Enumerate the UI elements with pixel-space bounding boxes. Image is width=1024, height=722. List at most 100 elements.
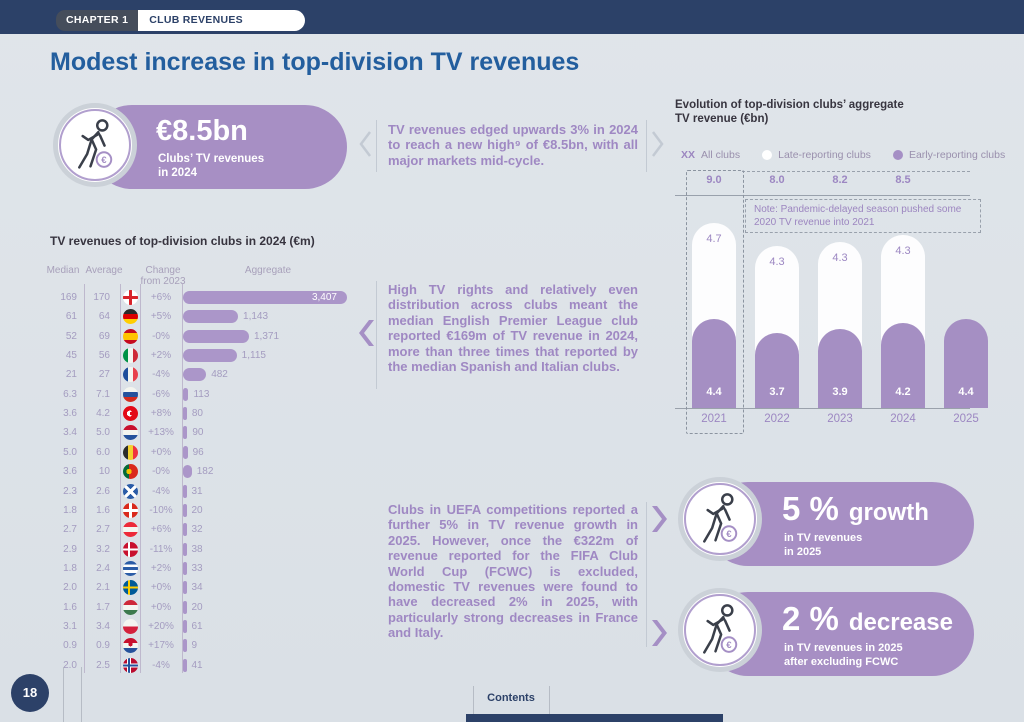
aggregate-value: 38: [191, 544, 203, 555]
table-row: 5.0 6.0 +0% 96: [40, 443, 500, 462]
x-axis: [675, 408, 970, 409]
change-value: +0%: [150, 582, 172, 593]
early-reporting-value: 4.4: [706, 386, 722, 398]
aggregate-bar: [183, 581, 187, 594]
column-divider: [120, 284, 121, 673]
svg-text:€: €: [101, 155, 107, 166]
median-value: 61: [65, 311, 77, 322]
average-value: 7.1: [96, 389, 110, 400]
late-reporting-value: 4.7: [706, 233, 722, 246]
table-row: 2.9 3.2 -11% 38: [40, 540, 500, 559]
flag-portugal-icon: [123, 464, 138, 479]
average-value: 3.2: [96, 544, 110, 555]
table-row: 21 27 -4% 482: [40, 365, 500, 384]
average-value: 27: [98, 369, 110, 380]
year-label: 2021: [701, 413, 727, 425]
average-value: 1.6: [96, 505, 110, 516]
median-value: 3.6: [63, 408, 77, 419]
change-value: +17%: [148, 640, 174, 651]
callout-growth-value: 5 %: [782, 490, 839, 527]
callout-growth-headline: 5 % growth: [782, 490, 929, 528]
average-value: 69: [98, 331, 110, 342]
aggregate-bar: [183, 485, 187, 498]
median-value: 1.6: [63, 602, 77, 613]
aggregate-value: 34: [191, 582, 203, 593]
median-value: 2.0: [63, 660, 77, 671]
flag-greece-icon: [123, 561, 138, 576]
aggregate-value: 182: [196, 466, 214, 477]
callout-decrease-sub-1: in TV revenues in 2025: [784, 642, 903, 654]
change-value: +6%: [150, 524, 172, 535]
contents-link[interactable]: Contents: [487, 692, 535, 704]
footer-divider: [549, 686, 550, 722]
svg-text:€: €: [726, 640, 732, 651]
table-row: 1.6 1.7 +0% 20: [40, 598, 500, 617]
aggregate-value: 61: [191, 621, 203, 632]
aggregate-value: 20: [191, 505, 203, 516]
early-reporting-bar: [944, 318, 988, 408]
chapter-label: CHAPTER 1: [56, 10, 139, 31]
median-value: 2.0: [63, 582, 77, 593]
flag-belgium-icon: [123, 445, 138, 460]
median-value: 2.7: [63, 524, 77, 535]
aggregate-bar: [183, 310, 239, 323]
divider: [646, 120, 647, 172]
change-value: +8%: [150, 408, 172, 419]
aggregate-value: 90: [192, 427, 204, 438]
column-divider: [182, 284, 183, 673]
aggregate-value: 96: [192, 447, 204, 458]
flag-poland-icon: [123, 619, 138, 634]
aggregate-value: 1,371: [253, 331, 280, 342]
aggregate-bar: [183, 620, 187, 633]
column-header-change: Change from 2023: [140, 265, 186, 287]
average-value: 1.7: [96, 602, 110, 613]
aggregate-value: 41: [191, 660, 203, 671]
legend-all-clubs: All clubs: [701, 149, 741, 161]
callout-growth-sub-2: in 2025: [784, 546, 822, 558]
aggregate-value: 80: [191, 408, 203, 419]
average-value: 170: [93, 292, 110, 303]
change-value: -6%: [152, 389, 170, 400]
change-value: +13%: [148, 427, 174, 438]
divider: [646, 502, 647, 647]
all-clubs-total-value: 8.0: [769, 174, 785, 186]
change-value: -4%: [152, 660, 170, 671]
average-value: 6.0: [96, 447, 110, 458]
early-reporting-bar: [881, 322, 925, 408]
average-value: 56: [98, 350, 110, 361]
hero-value: €8.5bn: [156, 115, 248, 147]
flag-austria-icon: [123, 522, 138, 537]
average-value: 0.9: [96, 640, 110, 651]
divider: [675, 195, 970, 196]
flag-sweden-icon: [123, 580, 138, 595]
paragraph-median-club: High TV rights and relatively even distr…: [388, 282, 638, 375]
year-label: 2023: [827, 413, 853, 425]
chevron-left-icon: [359, 320, 374, 346]
average-value: 64: [98, 311, 110, 322]
aggregate-value: 33: [191, 563, 203, 574]
aggregate-bar: [183, 349, 237, 362]
legend-late-reporting: Late-reporting clubs: [778, 149, 871, 161]
table-row: 3.6 4.2 +8% 80: [40, 404, 500, 423]
divider: [376, 120, 377, 172]
change-value: +6%: [150, 292, 172, 303]
paragraph-tv-revenues: TV revenues edged upwards 3% in 2024 to …: [388, 122, 638, 168]
table-row: 2.3 2.6 -4% 31: [40, 482, 500, 501]
aggregate-value: 20: [191, 602, 203, 613]
late-reporting-value: 4.3: [769, 255, 785, 268]
flag-germany-icon: [123, 309, 138, 324]
aggregate-bar: [183, 330, 249, 343]
flag-norway-icon: [123, 658, 138, 673]
table-row: 2.0 2.5 -4% 41: [40, 656, 500, 675]
early-reporting-bar: [818, 328, 862, 408]
median-value: 3.4: [63, 427, 77, 438]
aggregate-bar: [183, 523, 187, 536]
flag-switzerland-icon: [123, 503, 138, 518]
tv-revenue-table: 169 170 +6% 3,407 61 64 +5% 1,143 52 69 -0% 1,371 45…: [40, 288, 500, 680]
average-value: 3.4: [96, 621, 110, 632]
footer-divider: [81, 667, 82, 722]
legend-xx-symbol: XX: [681, 149, 696, 161]
footer-divider: [63, 667, 64, 722]
median-value: 21: [65, 369, 77, 380]
change-value: +20%: [148, 621, 174, 632]
